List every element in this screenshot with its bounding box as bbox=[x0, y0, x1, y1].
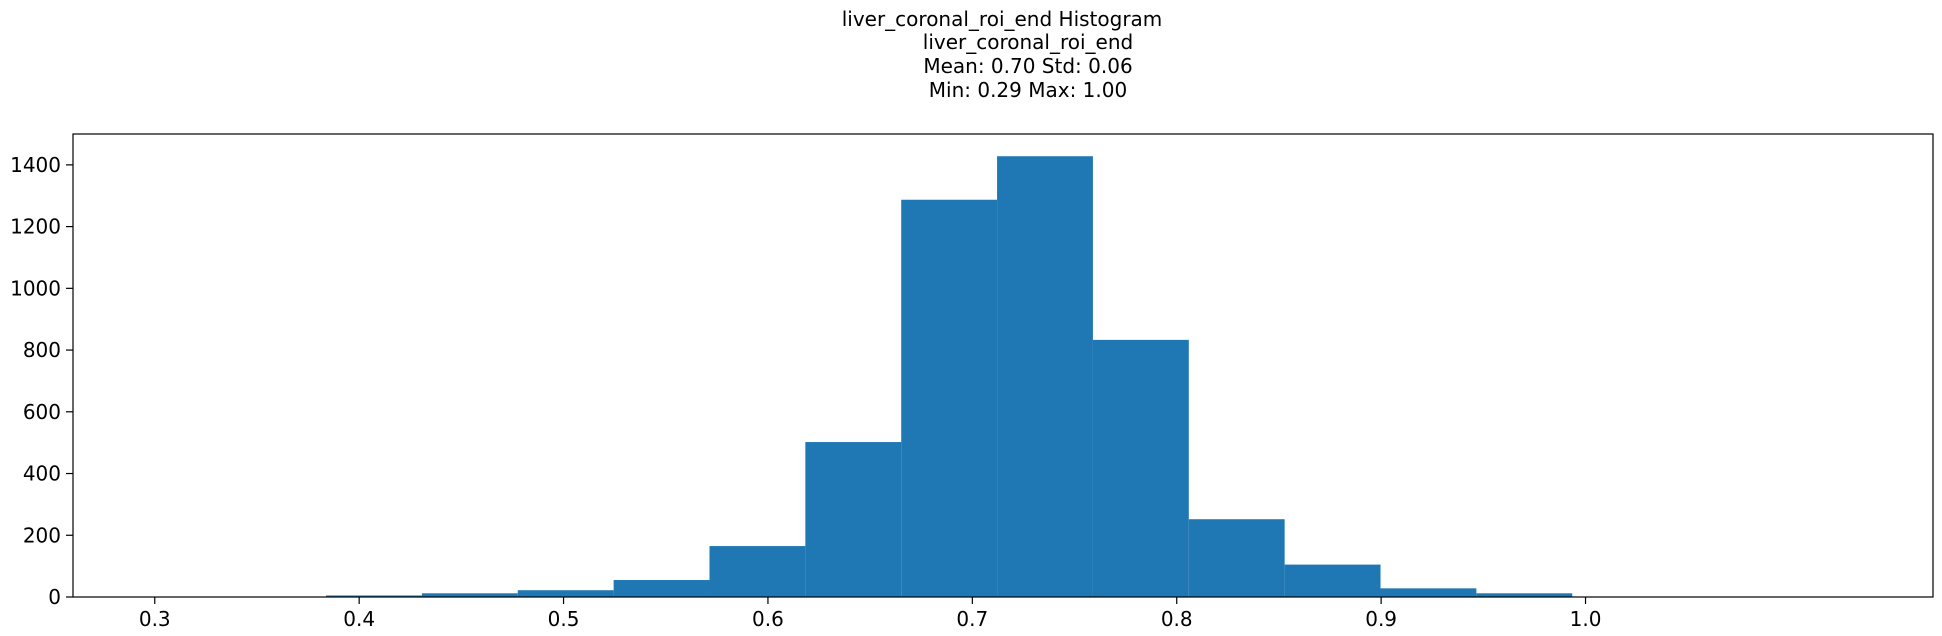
histogram-bar bbox=[1476, 593, 1573, 597]
y-tick-label: 800 bbox=[23, 338, 61, 362]
histogram-bar bbox=[517, 590, 614, 597]
x-tick-label: 0.7 bbox=[956, 607, 988, 631]
y-tick-label: 0 bbox=[48, 585, 61, 609]
histogram-bar bbox=[1188, 519, 1285, 597]
histogram-bar bbox=[1380, 588, 1477, 597]
y-tick-label: 600 bbox=[23, 400, 61, 424]
chart-title: liver_coronal_roi_end Histogram liver_co… bbox=[842, 7, 1163, 102]
y-tick-label: 1000 bbox=[10, 276, 61, 300]
histogram-bar bbox=[1092, 339, 1189, 597]
histogram-bars bbox=[134, 156, 1573, 597]
title-line-4: Min: 0.29 Max: 1.00 bbox=[929, 78, 1127, 102]
title-line-1: liver_coronal_roi_end Histogram bbox=[842, 7, 1163, 31]
histogram-bar bbox=[326, 595, 422, 597]
title-line-3: Mean: 0.70 Std: 0.06 bbox=[923, 54, 1132, 78]
x-tick-label: 0.4 bbox=[343, 607, 375, 631]
y-tick-label: 1400 bbox=[10, 153, 61, 177]
plot-frame bbox=[72, 133, 1934, 598]
histogram-bar bbox=[709, 546, 806, 597]
x-tick-label: 1.0 bbox=[1570, 607, 1602, 631]
histogram-bar bbox=[1284, 564, 1381, 597]
histogram-bar bbox=[901, 199, 998, 597]
y-tick-label: 400 bbox=[23, 462, 61, 486]
histogram-bar bbox=[997, 156, 1093, 597]
histogram-bar bbox=[613, 580, 710, 597]
y-axis: 0 200 400 600 800 1000 1200 1400 bbox=[10, 153, 73, 609]
y-tick-label: 1200 bbox=[10, 215, 61, 239]
x-tick-label: 0.3 bbox=[139, 607, 171, 631]
x-axis: 0.3 0.4 0.5 0.6 0.7 0.8 0.9 1.0 bbox=[139, 597, 1602, 631]
x-tick-label: 0.9 bbox=[1365, 607, 1397, 631]
histogram-bar bbox=[421, 593, 518, 597]
y-tick-label: 200 bbox=[23, 523, 61, 547]
x-tick-label: 0.6 bbox=[752, 607, 784, 631]
title-line-2: liver_coronal_roi_end bbox=[923, 30, 1133, 54]
x-tick-label: 0.5 bbox=[548, 607, 580, 631]
histogram-bar bbox=[805, 442, 902, 597]
x-tick-label: 0.8 bbox=[1161, 607, 1193, 631]
